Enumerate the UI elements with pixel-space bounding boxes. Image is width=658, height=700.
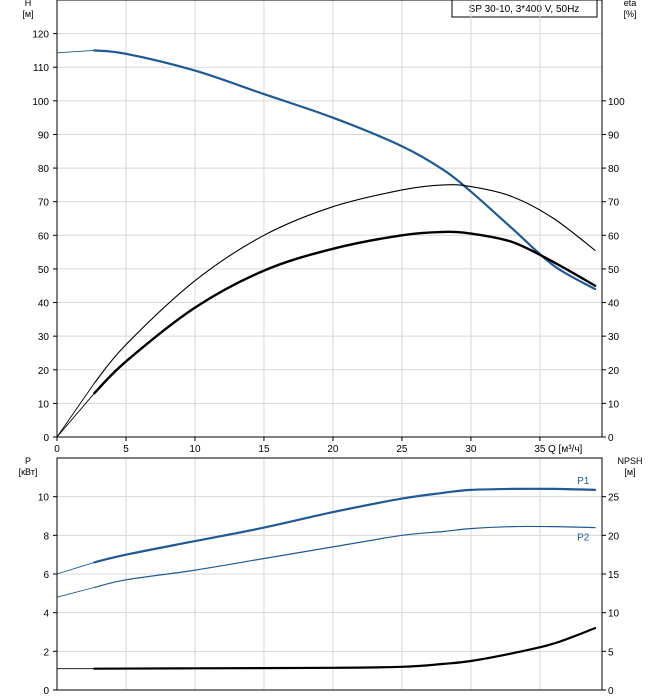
bottom-left-tick-label: 6	[43, 570, 49, 581]
top-series-1-line	[93, 184, 596, 384]
bottom-series-0-line	[93, 487, 597, 564]
top-left-tick-label: 110	[33, 63, 49, 74]
bottom-series-label-P1: P1	[577, 476, 590, 487]
top-right-tick-label: 60	[608, 231, 620, 242]
bottom-right-tick-label: 10	[608, 609, 620, 620]
x-tick-label: 10	[189, 444, 201, 455]
chart-title: SP 30-10, 3*400 V, 50Hz	[469, 4, 580, 15]
top-gridlines	[57, 0, 602, 437]
top-left-tick-label: 50	[38, 265, 50, 276]
top-right-tick-label: 80	[608, 164, 620, 175]
top-series-2-line	[93, 230, 597, 395]
bottom-series-1-line	[93, 525, 596, 589]
top-series-2-extension	[56, 393, 95, 438]
bottom-left-tick-label: 2	[43, 647, 49, 658]
top-right-tick-label: 40	[608, 299, 620, 310]
x-tick-label: 30	[465, 444, 477, 455]
bottom-right-tick-label: 25	[608, 493, 620, 504]
tick-labels: 0 5 10 15 20 25 30 3501020304050607080901001101…	[32, 30, 625, 697]
bottom-left-tick-label: 4	[43, 609, 49, 620]
top-right-tick-label: 100	[608, 97, 625, 108]
x-tick-label: 15	[258, 444, 270, 455]
title-box	[451, 0, 598, 18]
bottom-gridlines	[57, 458, 602, 690]
bottom-right-tick-label: 20	[608, 531, 620, 542]
top-left-tick-label: 70	[38, 198, 50, 209]
frames	[56, 0, 603, 691]
top-left-tick-label: 30	[38, 332, 50, 343]
top-right-axis-label: eta [%]	[623, 0, 636, 19]
bottom-right-axis-label: NPSH [м]	[617, 456, 642, 477]
bottom-plot-frame	[56, 457, 603, 691]
x-tick-label: 20	[327, 444, 339, 455]
top-right-tick-label: 0	[608, 433, 614, 444]
top-left-tick-label: 10	[38, 399, 50, 410]
top-right-tick-label: 50	[608, 265, 620, 276]
top-left-tick-label: 40	[38, 299, 50, 310]
top-left-tick-label: 0	[43, 433, 49, 444]
bottom-right-tick-label: 5	[608, 647, 614, 658]
x-tick-label: 35	[534, 444, 546, 455]
top-right-tick-label: 90	[608, 130, 620, 141]
top-left-tick-label: 80	[38, 164, 50, 175]
top-series-0-extension	[56, 49, 95, 54]
x-axis-label: Q [м³/ч]	[548, 444, 583, 455]
bottom-left-tick-label: 8	[43, 531, 49, 542]
bottom-series-1-extension	[56, 587, 95, 598]
bottom-right-tick-label: 15	[608, 570, 620, 581]
top-plot-frame	[56, 0, 603, 438]
bottom-right-tick-label: 0	[608, 686, 614, 697]
top-left-tick-label: 100	[32, 97, 49, 108]
curves: P1 P2	[56, 49, 597, 670]
top-left-tick-label: 20	[38, 366, 50, 377]
top-right-tick-label: 30	[608, 332, 620, 343]
x-tick-label: 5	[123, 444, 129, 455]
x-tick-label: 0	[54, 444, 60, 455]
top-right-tick-label: 70	[608, 198, 620, 209]
top-left-tick-label: 90	[38, 130, 50, 141]
top-series-0-line	[93, 49, 597, 291]
top-right-tick-label: 20	[608, 366, 620, 377]
bottom-series-2-line	[93, 627, 597, 670]
top-left-axis-label: H [м]	[22, 0, 33, 19]
top-left-tick-label: 120	[32, 30, 49, 41]
bottom-left-tick-label: 10	[38, 493, 50, 504]
top-left-tick-label: 60	[38, 231, 50, 242]
bottom-left-axis-label: P [кВт]	[19, 456, 38, 477]
bottom-left-tick-label: 0	[43, 686, 49, 697]
bottom-series-0-extension	[56, 561, 95, 575]
x-tick-label: 25	[396, 444, 408, 455]
top-right-tick-label: 10	[608, 399, 620, 410]
bottom-series-label-P2: P2	[577, 533, 590, 544]
